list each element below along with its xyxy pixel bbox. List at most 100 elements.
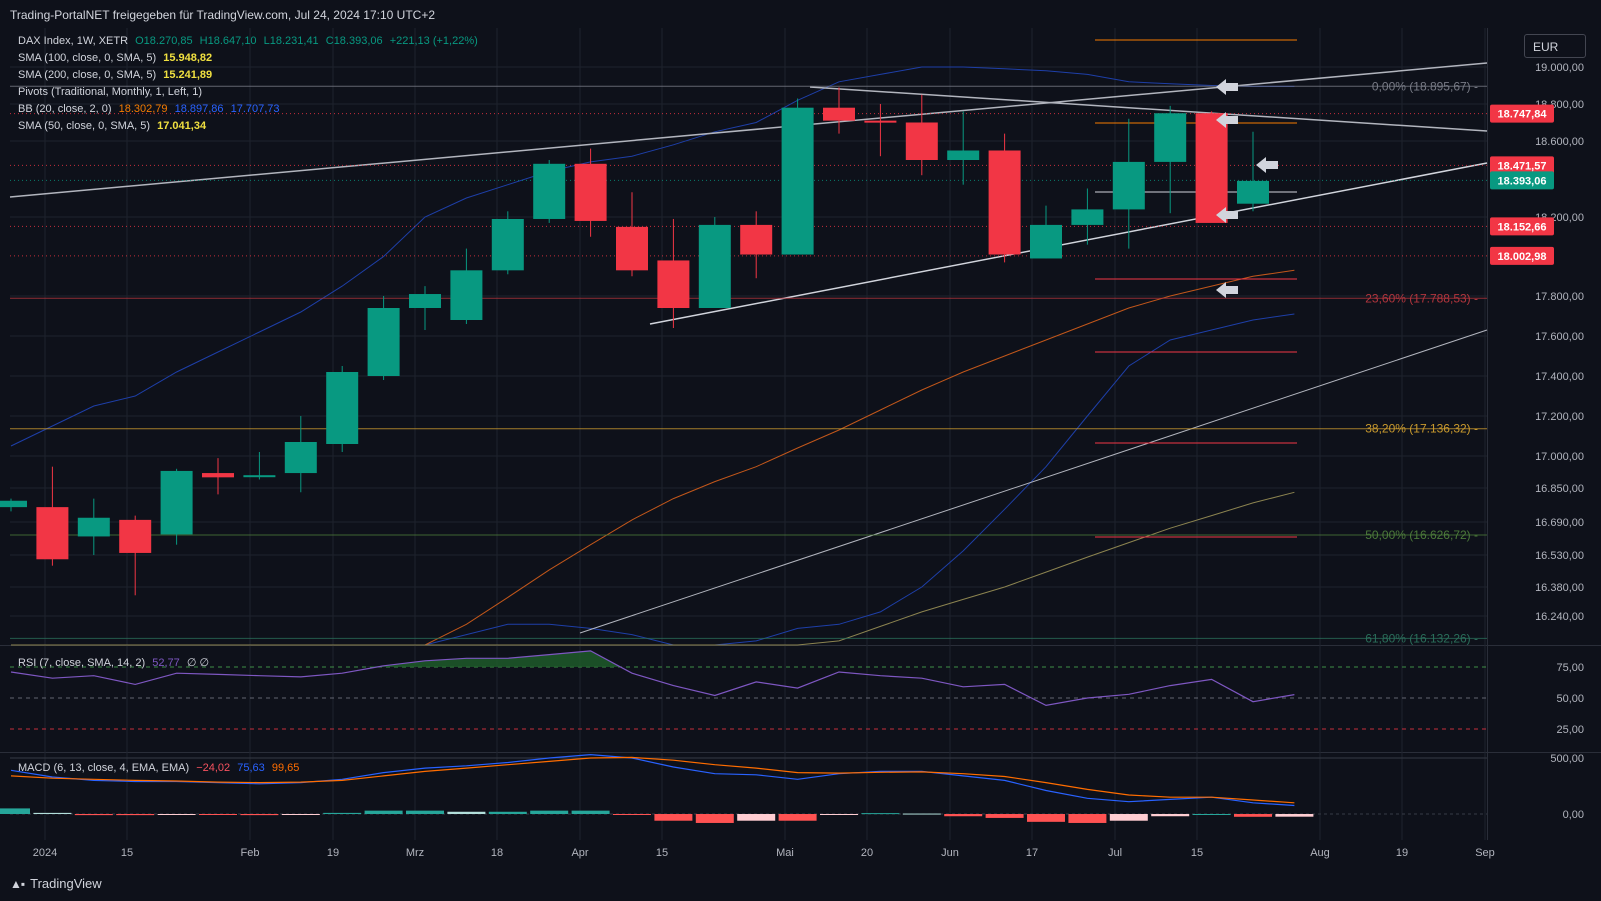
candle-body — [160, 470, 193, 535]
price-tick-label: 16.690,00 — [1535, 517, 1584, 529]
time-tick-label: 19 — [1396, 847, 1408, 859]
trendline-upper-channel — [9, 62, 1488, 198]
legend-bb[interactable]: BB (20, close, 2, 0) 18.302,79 18.897,86… — [18, 103, 284, 115]
candle-body — [202, 473, 234, 478]
macd-histogram-bar — [0, 808, 30, 814]
candle-body — [988, 150, 1021, 255]
fib-label: 0,00% (18.895,67) - — [1372, 79, 1478, 93]
macd-histogram-bar — [944, 814, 983, 817]
macd-histogram-bar — [157, 814, 196, 815]
macd-histogram-bar — [695, 814, 734, 823]
legend-sma50-value: 17.041,34 — [157, 120, 207, 132]
legend-macd-hist: −24,02 — [196, 762, 231, 774]
trendline-long — [579, 329, 1488, 634]
legend-main[interactable]: DAX Index, 1W, XETR O18.270,85 H18.647,1… — [18, 35, 482, 47]
currency-selector[interactable]: EUR — [1524, 34, 1586, 58]
rsi-tick-label: 50,00 — [1556, 693, 1584, 705]
legend-macd[interactable]: MACD (6, 13, close, 4, EMA, EMA) −24,02 … — [18, 762, 303, 774]
legend-pivots[interactable]: Pivots (Traditional, Monthly, 1, Left, 1… — [18, 86, 206, 98]
candles — [0, 87, 1269, 596]
macd-histogram-bar — [902, 813, 941, 815]
legend-sma100[interactable]: SMA (100, close, 0, SMA, 5) 15.948,82 — [18, 52, 216, 64]
macd-histogram-bar — [281, 814, 320, 815]
candle-body — [36, 507, 69, 560]
macd-tick-label: 0,00 — [1563, 809, 1584, 821]
rsi-pane: 75,00 50,00 25,00 — [10, 650, 1584, 736]
tradingview-logo-icon: ▲▪ — [10, 876, 25, 891]
macd-histogram-bar — [820, 814, 858, 815]
overlay-lines — [9, 39, 1488, 646]
legend-bb-basis: 18.302,79 — [118, 103, 168, 115]
macd-histogram-bar — [1068, 814, 1107, 823]
legend-rsi-label: RSI (7, close, SMA, 14, 2) — [18, 657, 146, 669]
arrow-marker — [1256, 157, 1278, 173]
time-tick-label: Mai — [776, 847, 794, 859]
candle-body — [119, 519, 152, 553]
time-tick-label: Apr — [571, 847, 588, 859]
legend-sma100-value: 15.948,82 — [163, 52, 213, 64]
time-tick-label: 15 — [121, 847, 133, 859]
macd-histogram-bar — [737, 814, 776, 821]
candle-body — [781, 107, 814, 255]
sma100-line — [11, 491, 1295, 646]
price-tick-label: 18.600,00 — [1535, 136, 1584, 148]
macd-histogram-bar — [1275, 814, 1314, 817]
time-tick-label: Feb — [241, 847, 260, 859]
time-tick-label: 18 — [491, 847, 503, 859]
candle-body — [823, 107, 855, 121]
time-tick-label: Aug — [1310, 847, 1330, 859]
candle-body — [1195, 113, 1228, 223]
fib-label: 38,20% (17.136,32) - — [1365, 422, 1478, 436]
time-tick-label: 17 — [1026, 847, 1038, 859]
chart-canvas[interactable]: 0,00% (18.895,67) - 23,60% (17.788,53) - 3… — [0, 0, 1601, 868]
legend-macd-label: MACD (6, 13, close, 4, EMA, EMA) — [18, 762, 190, 774]
arrow-marker — [1216, 112, 1238, 128]
candle-body — [740, 224, 773, 255]
macd-pane: 500,00 0,00 — [0, 753, 1584, 823]
price-label-box — [1490, 171, 1554, 190]
candle-body — [947, 150, 980, 160]
legend-rsi-extra: ∅ ∅ — [186, 657, 210, 669]
legend-open: O18.270,85 — [135, 35, 193, 47]
macd-histogram-bar — [74, 814, 113, 816]
macd-histogram-bar — [447, 811, 486, 814]
legend-bb-lower: 17.707,73 — [230, 103, 280, 115]
time-tick-label: 20 — [861, 847, 873, 859]
legend-rsi[interactable]: RSI (7, close, SMA, 14, 2) 52,77 ∅ ∅ — [18, 656, 213, 669]
macd-histogram-bar — [530, 810, 569, 814]
price-tick-label: 16.530,00 — [1535, 550, 1584, 562]
arrow-marker — [1216, 79, 1238, 95]
candle-body — [698, 224, 731, 308]
legend-pivots-label: Pivots (Traditional, Monthly, 1, Left, 1… — [18, 86, 203, 98]
time-tick-label: 2024 — [33, 847, 57, 859]
price-label-box — [1490, 246, 1554, 265]
time-tick-label: Jun — [941, 847, 959, 859]
share-text: Trading-PortalNET freigegeben für Tradin… — [10, 8, 436, 22]
candle-body — [367, 308, 400, 376]
candle-body — [864, 120, 897, 123]
candle-body — [284, 442, 317, 474]
macd-histogram-bar — [199, 814, 237, 815]
brand[interactable]: ▲▪ TradingView — [10, 876, 102, 891]
trendline-descending — [809, 86, 1488, 132]
time-axis: 2024 15 Feb 19 Mrz 18 Apr 15 Mai 20 Jun 17 Jul 15 Aug 1… — [33, 847, 1495, 859]
legend-sma200[interactable]: SMA (200, close, 0, SMA, 5) 15.241,89 — [18, 69, 216, 81]
legend-sma50[interactable]: SMA (50, close, 0, SMA, 5) 17.041,34 — [18, 120, 210, 132]
price-tick-label: 17.400,00 — [1535, 371, 1584, 383]
legend-high: H18.647,10 — [199, 35, 257, 47]
candle-body — [243, 475, 276, 478]
price-label-box — [1490, 156, 1554, 175]
price-labels: 18.747,84 18.471,57 18.393,06 18.152,66 18.0… — [1490, 104, 1554, 265]
macd-histogram-bar — [778, 814, 817, 821]
candle-body — [616, 226, 648, 271]
fib-label: 50,00% (16.626,72) - — [1365, 528, 1478, 542]
price-label-text: 18.002,98 — [1498, 251, 1547, 263]
price-tick-label: 19.000,00 — [1535, 62, 1584, 74]
trendline-support — [649, 162, 1488, 325]
legend-change: +221,13 (+1,22%) — [389, 35, 478, 47]
price-label-text: 18.393,06 — [1498, 175, 1547, 187]
price-tick-label: 17.800,00 — [1535, 291, 1584, 303]
macd-histogram-bar — [571, 810, 610, 814]
candle-body — [326, 372, 359, 444]
price-tick-label: 16.850,00 — [1535, 483, 1584, 495]
